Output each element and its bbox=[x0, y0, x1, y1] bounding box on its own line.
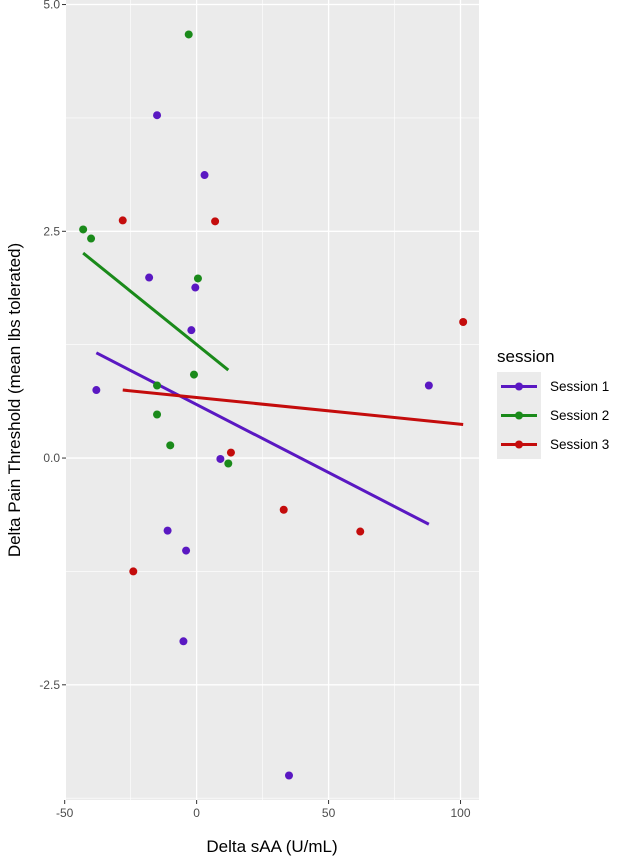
legend-label-session-2: Session 2 bbox=[550, 408, 609, 423]
point-session-2 bbox=[224, 459, 233, 468]
tick-labels: -50 0 50 100 -2.5 0.0 2.5 5.0 bbox=[39, 0, 471, 820]
y-tick-label: 2.5 bbox=[43, 224, 60, 238]
legend-label-session-3: Session 3 bbox=[550, 437, 609, 452]
point-session-3 bbox=[118, 216, 127, 225]
legend-key-point-session-1 bbox=[515, 382, 523, 391]
point-session-2 bbox=[189, 370, 198, 379]
minor-gridlines bbox=[66, 0, 479, 800]
point-session-2 bbox=[87, 234, 96, 243]
x-tick-label: 50 bbox=[322, 806, 336, 820]
point-session-1 bbox=[216, 454, 225, 463]
fit-line-session-1 bbox=[95, 351, 430, 526]
point-session-1 bbox=[92, 386, 101, 395]
legend-key-point-session-2 bbox=[515, 411, 523, 420]
point-session-2 bbox=[166, 441, 175, 450]
point-session-2 bbox=[153, 381, 162, 390]
point-session-1 bbox=[191, 283, 200, 292]
point-session-1 bbox=[187, 326, 196, 335]
axes bbox=[62, 4, 462, 804]
point-session-3 bbox=[279, 505, 288, 514]
point-session-1 bbox=[284, 771, 293, 780]
legend-key-point-session-3 bbox=[515, 440, 523, 449]
legend-label-session-1: Session 1 bbox=[550, 379, 609, 394]
point-session-1 bbox=[153, 111, 162, 120]
data-points bbox=[79, 30, 468, 780]
y-tick-label: -2.5 bbox=[39, 678, 60, 692]
point-session-2 bbox=[193, 274, 202, 283]
x-tick-label: 0 bbox=[193, 806, 200, 820]
legend-title: session bbox=[497, 347, 555, 366]
legend: session Session 1 Session 2 Session 3 bbox=[497, 347, 609, 459]
point-session-2 bbox=[184, 30, 193, 39]
point-session-1 bbox=[179, 637, 188, 646]
point-session-2 bbox=[79, 225, 88, 234]
fit-line-session-2 bbox=[82, 251, 230, 372]
point-session-3 bbox=[356, 527, 365, 536]
point-session-3 bbox=[459, 317, 468, 326]
y-tick-label: 0.0 bbox=[43, 451, 60, 465]
point-session-2 bbox=[153, 410, 162, 419]
point-session-3 bbox=[211, 217, 220, 226]
panel-background bbox=[66, 0, 479, 800]
y-tick-label: 5.0 bbox=[43, 0, 60, 12]
x-tick-label: 100 bbox=[451, 806, 471, 820]
point-session-1 bbox=[163, 526, 172, 535]
fit-lines bbox=[82, 251, 464, 526]
point-session-3 bbox=[226, 448, 235, 457]
point-session-1 bbox=[424, 381, 433, 390]
x-axis-title: Delta sAA (U/mL) bbox=[206, 837, 337, 856]
y-axis-title: Delta Pain Threshold (mean lbs tolerated… bbox=[5, 243, 24, 557]
point-session-1 bbox=[182, 546, 191, 555]
point-session-3 bbox=[129, 567, 138, 576]
major-gridlines bbox=[64, 0, 479, 800]
point-session-1 bbox=[200, 171, 209, 180]
x-tick-label: -50 bbox=[56, 806, 74, 820]
fit-line-session-3 bbox=[122, 388, 464, 426]
point-session-1 bbox=[145, 273, 154, 282]
